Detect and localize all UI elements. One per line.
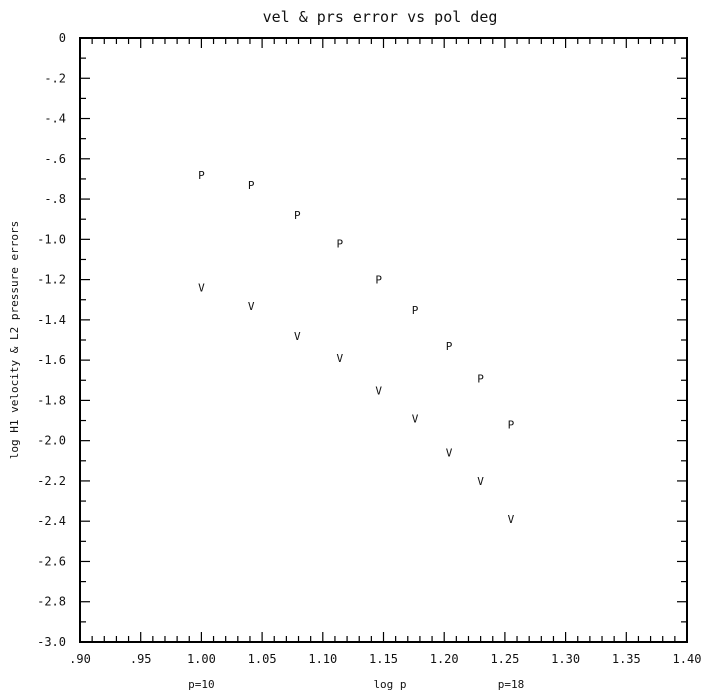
- x-tick-label: 1.05: [248, 652, 277, 666]
- y-tick-label: -1.4: [37, 313, 66, 327]
- minor-ticks: [80, 38, 687, 642]
- annotation-p10: p=10: [188, 678, 215, 691]
- x-tick-label: 1.00: [187, 652, 216, 666]
- x-tick-label: 1.20: [430, 652, 459, 666]
- y-axis-label: log H1 velocity & L2 pressure errors: [8, 221, 21, 459]
- y-tick-label: -2.4: [37, 514, 66, 528]
- y-tick-label: -2.0: [37, 434, 66, 448]
- chart-title: vel & prs error vs pol deg: [263, 8, 498, 26]
- data-point-p: P: [294, 209, 301, 222]
- y-tick-label: -1.6: [37, 353, 66, 367]
- data-point-v: V: [508, 513, 515, 526]
- x-tick-label: 1.40: [673, 652, 702, 666]
- annotation-p18: p=18: [498, 678, 525, 691]
- major-ticks: [79, 37, 688, 643]
- y-tick-label: -2.2: [37, 474, 66, 488]
- x-tick-label: 1.25: [490, 652, 519, 666]
- data-point-v: V: [198, 282, 205, 295]
- y-tick-label: -1.8: [37, 393, 66, 407]
- data-point-v: V: [412, 413, 419, 426]
- x-tick-label: 1.35: [612, 652, 641, 666]
- data-point-p: P: [375, 274, 382, 287]
- data-point-p: P: [198, 169, 205, 182]
- y-tick-label: -1.2: [37, 273, 66, 287]
- x-tick-labels: .90 .95 1.00 1.05 1.10 1.15 1.20 1.25 1.30 1.35 1.…: [69, 652, 701, 666]
- y-tick-label: 0: [59, 31, 66, 45]
- y-tick-labels: 0 -.2 -.4 -.6 -.8 -1.0 -1.2 -1.4 -1.6 -1.8 -2.0 -2.…: [37, 31, 66, 649]
- plot-frame: [79, 37, 688, 643]
- y-tick-label: -3.0: [37, 635, 66, 649]
- x-tick-label: 1.10: [308, 652, 337, 666]
- y-tick-label: -2.6: [37, 554, 66, 568]
- x-tick-label: .95: [130, 652, 152, 666]
- data-point-v: V: [294, 330, 301, 343]
- data-points: P P P P P P P P P V V V V V V V V V: [198, 169, 515, 526]
- data-point-v: V: [248, 300, 255, 313]
- data-point-v: V: [375, 384, 382, 397]
- x-tick-label: 1.30: [551, 652, 580, 666]
- data-point-p: P: [336, 237, 343, 250]
- data-point-p: P: [412, 304, 419, 317]
- data-point-v: V: [446, 447, 453, 460]
- data-point-p: P: [446, 340, 453, 353]
- y-tick-label: -1.0: [37, 232, 66, 246]
- y-tick-label: -.4: [44, 112, 66, 126]
- y-tick-label: -2.8: [37, 595, 66, 609]
- y-tick-label: -.2: [44, 71, 66, 85]
- data-point-v: V: [477, 475, 484, 488]
- x-tick-label: .90: [69, 652, 91, 666]
- data-point-v: V: [336, 352, 343, 365]
- y-tick-label: -.8: [44, 192, 66, 206]
- x-tick-label: 1.15: [369, 652, 398, 666]
- data-point-p: P: [508, 419, 515, 432]
- data-point-p: P: [477, 372, 484, 385]
- x-axis-label: log p: [373, 678, 406, 691]
- y-tick-label: -.6: [44, 152, 66, 166]
- data-point-p: P: [248, 179, 255, 192]
